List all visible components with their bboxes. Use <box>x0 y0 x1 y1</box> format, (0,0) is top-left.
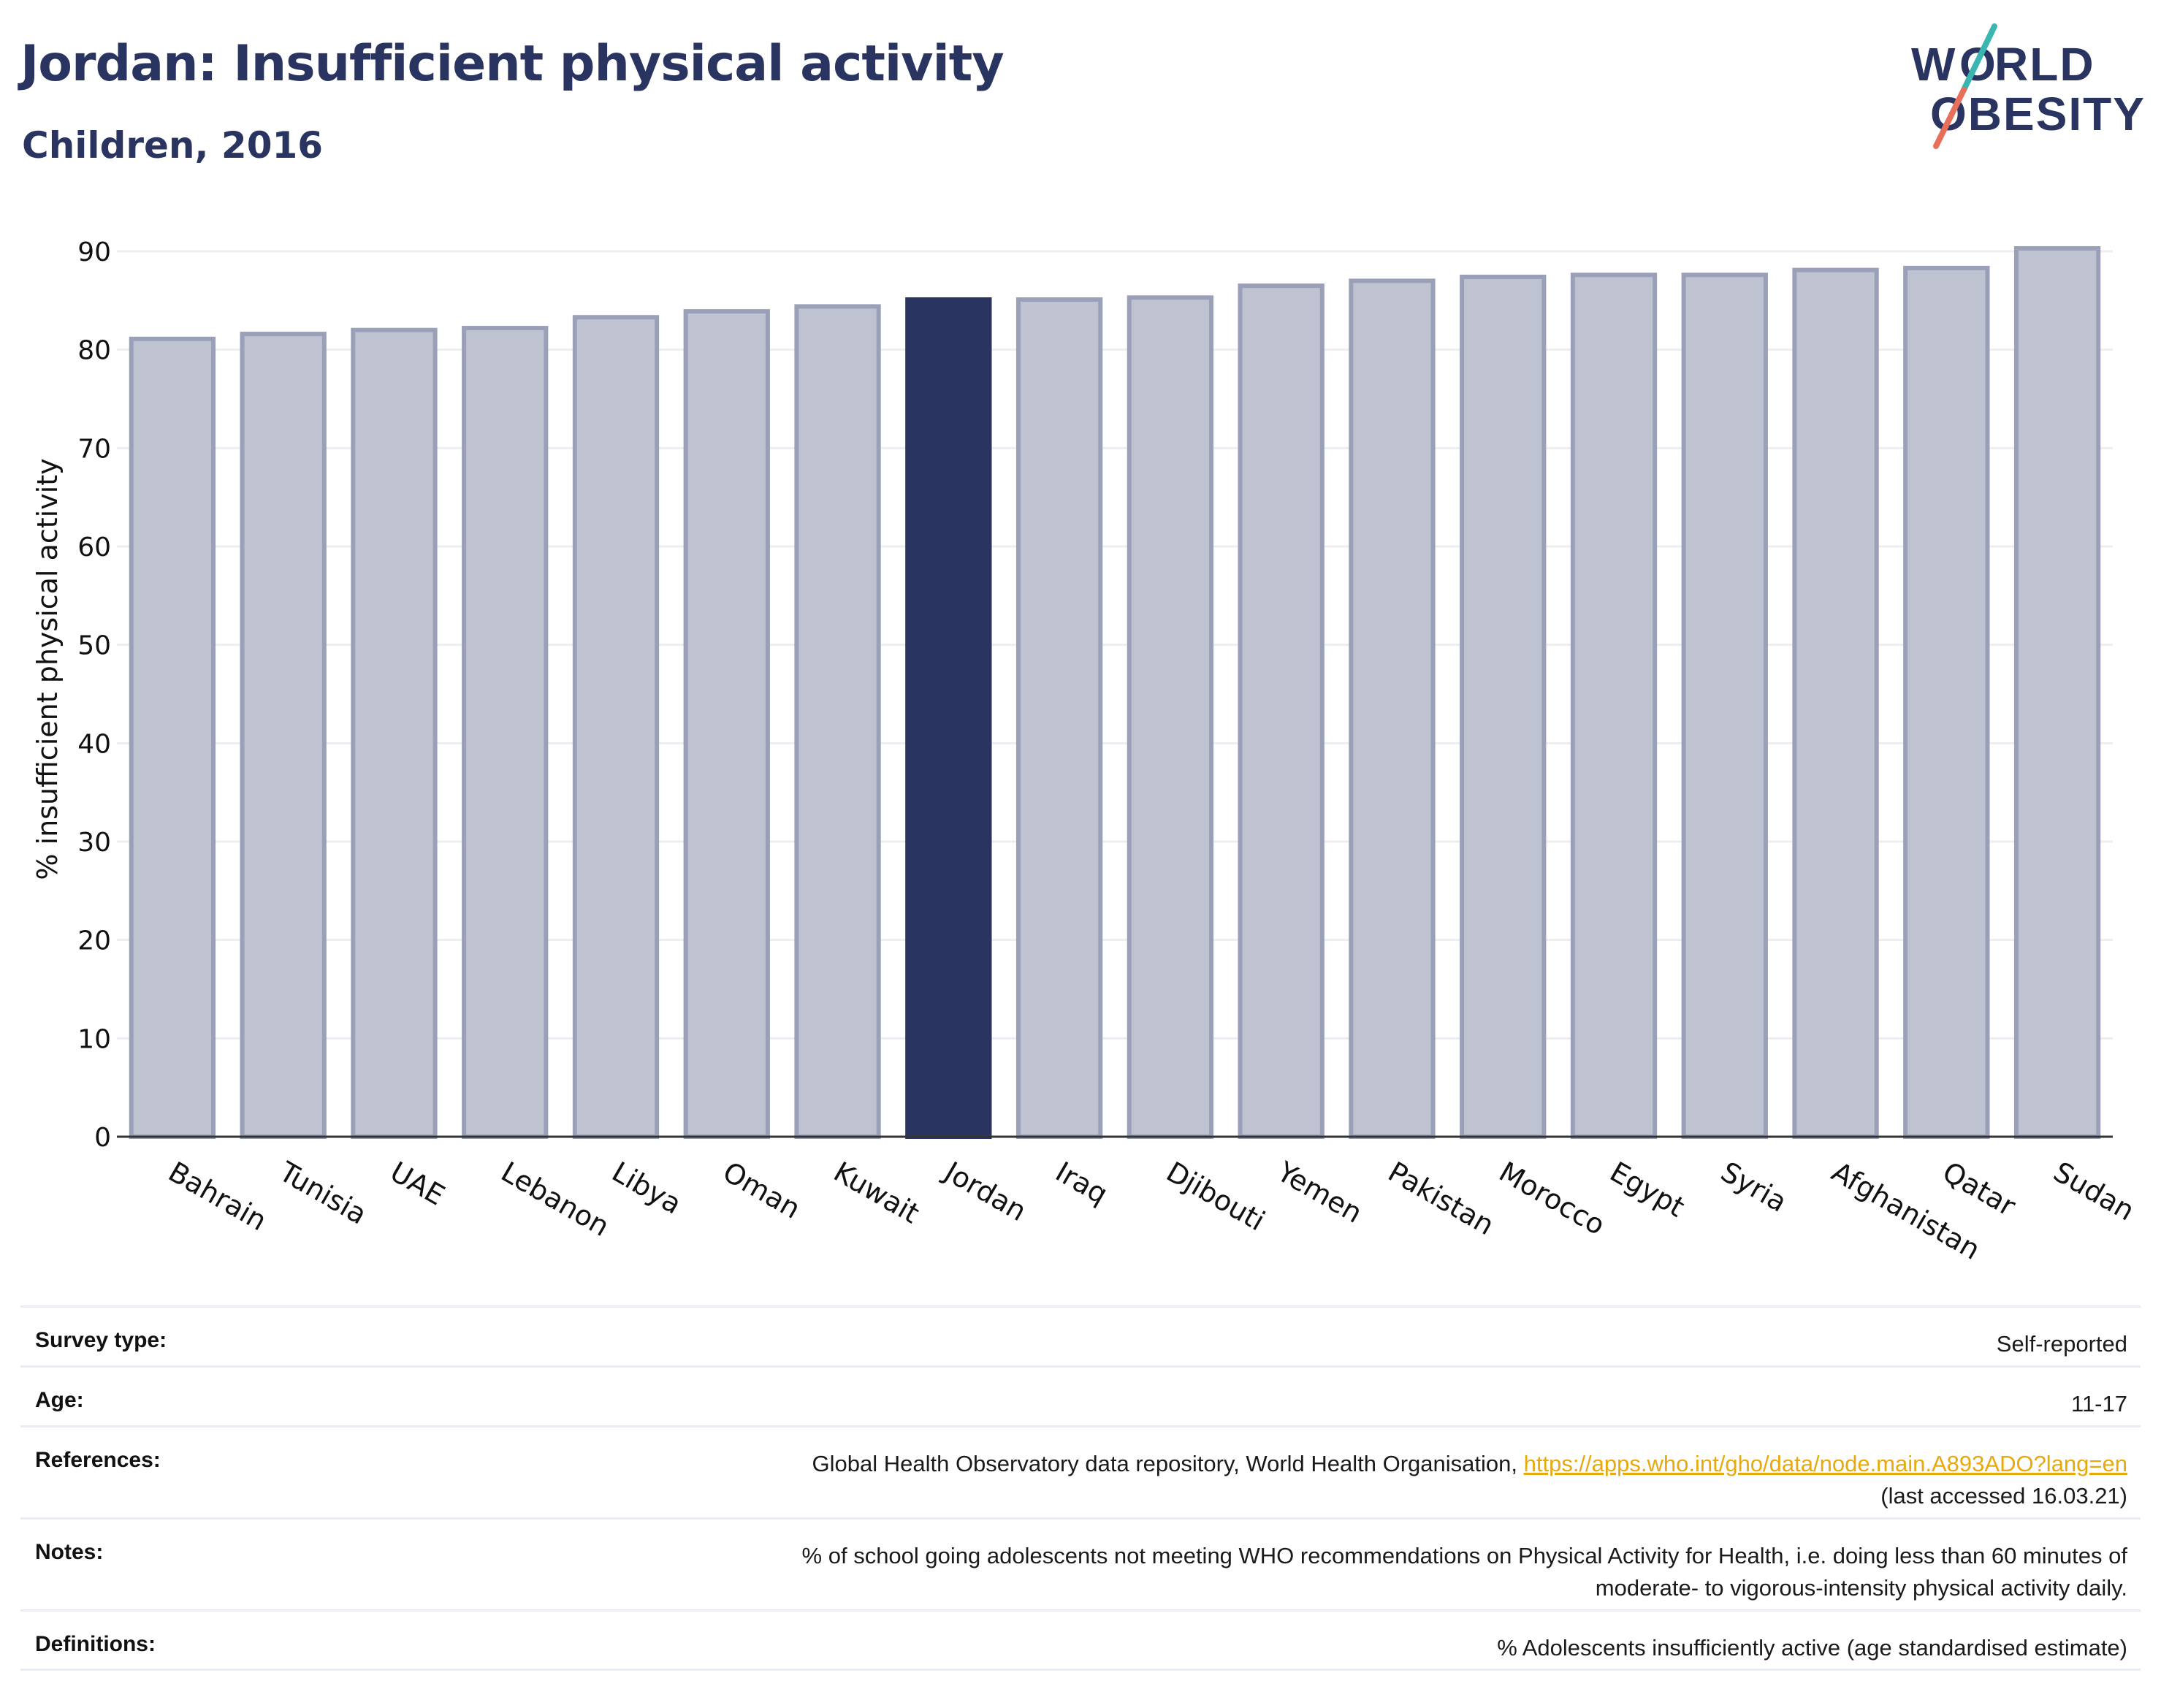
bar-qatar <box>1903 265 1990 1140</box>
x-tick-label: Kuwait <box>828 1156 925 1230</box>
bar-tunisia <box>240 332 327 1139</box>
y-tick-label: 10 <box>77 1024 111 1054</box>
info-row-age: Age: 11-17 <box>20 1365 2141 1425</box>
x-tick-label: Yemen <box>1271 1155 1368 1229</box>
x-tick-label: Tunisia <box>273 1155 372 1231</box>
y-tick-label: 90 <box>77 237 111 267</box>
bars <box>129 245 2101 1140</box>
info-label: Notes: <box>35 1540 104 1564</box>
y-tick-label: 50 <box>77 631 111 661</box>
info-value: Global Health Observatory data repositor… <box>812 1448 2128 1512</box>
bar-bahrain <box>129 336 216 1139</box>
y-tick-labels: 0 10 20 30 40 50 60 70 80 90 <box>77 237 111 1153</box>
info-label: Age: <box>35 1388 84 1412</box>
info-row-survey-type: Survey type: Self-reported <box>20 1305 2141 1365</box>
x-tick-label: UAE <box>385 1156 450 1212</box>
x-tick-label: Iraq <box>1050 1156 1113 1211</box>
info-value: % of school going adolescents not meetin… <box>802 1540 2127 1604</box>
bar-morocco <box>1460 275 1547 1140</box>
bar-jordan <box>905 297 992 1139</box>
x-tick-label: Qatar <box>1937 1156 2021 1223</box>
y-tick-label: 20 <box>77 926 111 956</box>
x-tick-label: Bahrain <box>163 1156 272 1238</box>
x-tick-label: Syria <box>1715 1156 1792 1219</box>
x-tick-label: Jordan <box>938 1155 1032 1228</box>
info-value: 11-17 <box>2071 1391 2127 1417</box>
y-tick-label: 40 <box>77 729 111 759</box>
bar-yemen <box>1238 283 1325 1140</box>
reference-link[interactable]: https://apps.who.int/gho/data/node.main.… <box>1523 1451 2127 1476</box>
y-tick-label: 80 <box>77 336 111 366</box>
info-row-definitions: Definitions: % Adolescents insufficientl… <box>20 1609 2141 1671</box>
x-tick-label: Morocco <box>1494 1156 1611 1242</box>
info-label: Survey type: <box>35 1328 167 1352</box>
x-tick-label: Oman <box>717 1156 806 1225</box>
bar-chart: 0 10 20 30 40 50 60 70 80 90 Bahrain Tunisia UAE Leb… <box>31 237 2140 1266</box>
info-row-notes: Notes: % of school going adolescents not… <box>20 1517 2141 1609</box>
y-tick-label: 0 <box>94 1123 111 1153</box>
svg-text:RLD: RLD <box>1994 38 2095 91</box>
world-obesity-logo: W O RLD OBESITY <box>1911 23 2146 149</box>
y-axis-label: % insufficient physical activity <box>31 458 64 880</box>
info-table: Survey type: Self-reported Age: 11-17 Re… <box>20 1305 2141 1671</box>
bar-libya <box>572 315 660 1139</box>
bar-oman <box>683 309 770 1140</box>
reference-accessed: (last accessed 16.03.21) <box>1880 1483 2127 1509</box>
bar-djibouti <box>1127 295 1214 1139</box>
bar-afghanistan <box>1792 267 1879 1139</box>
page-title: Jordan: Insufficient physical activity <box>20 35 1005 93</box>
info-value: % Adolescents insufficiently active (age… <box>1497 1635 2127 1661</box>
y-tick-label: 60 <box>77 533 111 563</box>
bar-uae <box>351 327 438 1140</box>
x-tick-label: Djibouti <box>1161 1156 1270 1238</box>
bar-sudan <box>2013 245 2101 1140</box>
notes-line-2: moderate- to vigorous-intensity physical… <box>1595 1575 2127 1601</box>
svg-text:W: W <box>1911 38 1956 91</box>
info-label: References: <box>35 1448 161 1472</box>
info-value: Self-reported <box>1996 1331 2127 1357</box>
svg-text:OBESITY: OBESITY <box>1930 88 2146 140</box>
bar-kuwait <box>794 304 881 1139</box>
info-row-references: References: Global Health Observatory da… <box>20 1425 2141 1517</box>
bar-syria <box>1681 272 1768 1140</box>
x-tick-label: Libya <box>606 1156 687 1221</box>
page-subtitle: Children, 2016 <box>22 124 324 167</box>
bar-lebanon <box>462 326 549 1139</box>
notes-line-1: % of school going adolescents not meetin… <box>801 1543 2127 1568</box>
x-tick-label: Pakistan <box>1383 1156 1500 1242</box>
x-tick-label: Sudan <box>2048 1156 2140 1227</box>
reference-text: Global Health Observatory data repositor… <box>812 1451 1517 1476</box>
grid-lines <box>117 250 2113 1040</box>
info-label: Definitions: <box>35 1632 156 1656</box>
bar-egypt <box>1570 272 1658 1140</box>
x-tick-label: Lebanon <box>496 1156 615 1243</box>
bar-pakistan <box>1349 278 1436 1139</box>
x-tick-label: Egypt <box>1604 1156 1690 1224</box>
y-tick-label: 30 <box>77 828 111 858</box>
bar-iraq <box>1015 297 1103 1139</box>
y-tick-label: 70 <box>77 434 111 464</box>
